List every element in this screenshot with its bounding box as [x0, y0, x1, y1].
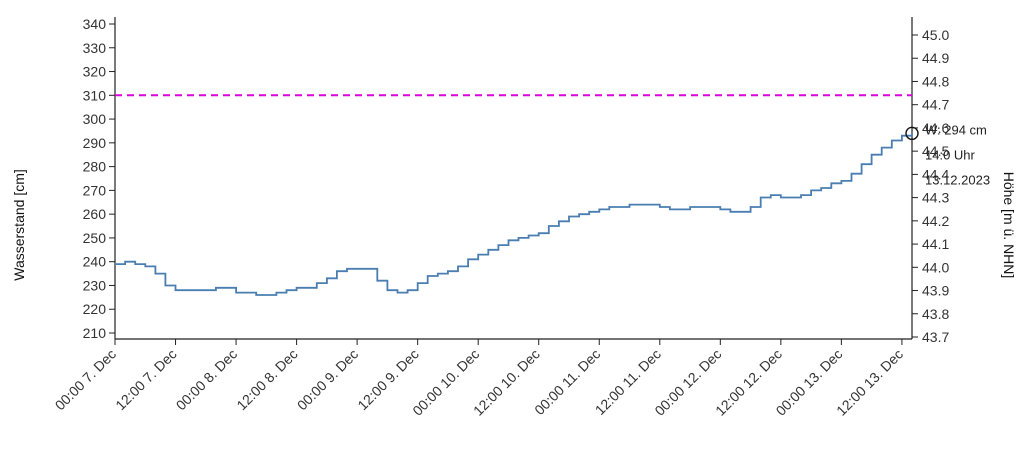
left-tick-label: 240 — [83, 254, 107, 270]
right-tick-label: 44.7 — [922, 97, 949, 113]
tooltip-time: 14:0 Uhr — [925, 147, 976, 162]
right-axis-title: Höhe [m ü. NHN] — [1001, 172, 1017, 279]
left-tick-label: 230 — [83, 277, 107, 293]
right-tick-label: 43.9 — [922, 283, 949, 299]
left-axis-title: Wasserstand [cm] — [11, 169, 27, 281]
tooltip-date: 13.12.2023 — [925, 172, 990, 187]
left-tick-label: 330 — [83, 40, 107, 56]
left-tick-label: 290 — [83, 135, 107, 151]
right-tick-label: 44.8 — [922, 73, 949, 89]
tooltip: W: 294 cm 14:0 Uhr 13.12.2023 — [905, 122, 990, 187]
x-tick-label: 12:00 8. Dec — [233, 346, 300, 413]
right-tick-label: 44.9 — [922, 50, 949, 66]
right-tick-label: 44.5 — [922, 143, 949, 159]
x-tick-label: 00:00 9. Dec — [294, 346, 361, 413]
right-tick-label: 43.8 — [922, 306, 949, 322]
left-tick-label: 210 — [83, 325, 107, 341]
right-tick-label: 44.1 — [922, 236, 949, 252]
right-tick-label: 44.4 — [922, 166, 949, 182]
right-tick-label: 43.7 — [922, 329, 949, 345]
x-tick-label: 00:00 8. Dec — [173, 346, 240, 413]
tooltip-marker[interactable] — [905, 126, 919, 141]
left-tick-label: 260 — [83, 206, 107, 222]
left-tick-label: 300 — [83, 111, 107, 127]
left-tick-label: 250 — [83, 230, 107, 246]
x-tick-label: 12:00 7. Dec — [112, 346, 179, 413]
right-tick-label: 44.6 — [922, 120, 949, 136]
left-tick-label: 280 — [83, 159, 107, 175]
left-y-axis: 210 220 230 240 250 260 270 280 290 300 310 320 330 3… — [83, 16, 116, 341]
left-tick-label: 320 — [83, 64, 107, 80]
right-tick-label: 44.3 — [922, 190, 949, 206]
right-y-axis: 43.7 43.8 43.9 44.0 44.1 44.2 44.3 44.4 44.5 44.6… — [911, 17, 949, 345]
right-tick-label: 45.0 — [922, 27, 949, 43]
x-tick-label: 00:00 7. Dec — [52, 346, 119, 413]
series-group — [115, 133, 913, 296]
right-tick-label: 44.0 — [922, 259, 949, 275]
left-tick-label: 220 — [83, 301, 107, 317]
tooltip-value: W: 294 cm — [925, 122, 987, 137]
series-line — [115, 133, 913, 296]
x-tick-label: 12:00 9. Dec — [354, 346, 421, 413]
right-tick-label: 44.2 — [922, 213, 949, 229]
left-tick-label: 270 — [83, 182, 107, 198]
left-tick-label: 340 — [83, 16, 107, 32]
left-tick-label: 310 — [83, 87, 107, 103]
